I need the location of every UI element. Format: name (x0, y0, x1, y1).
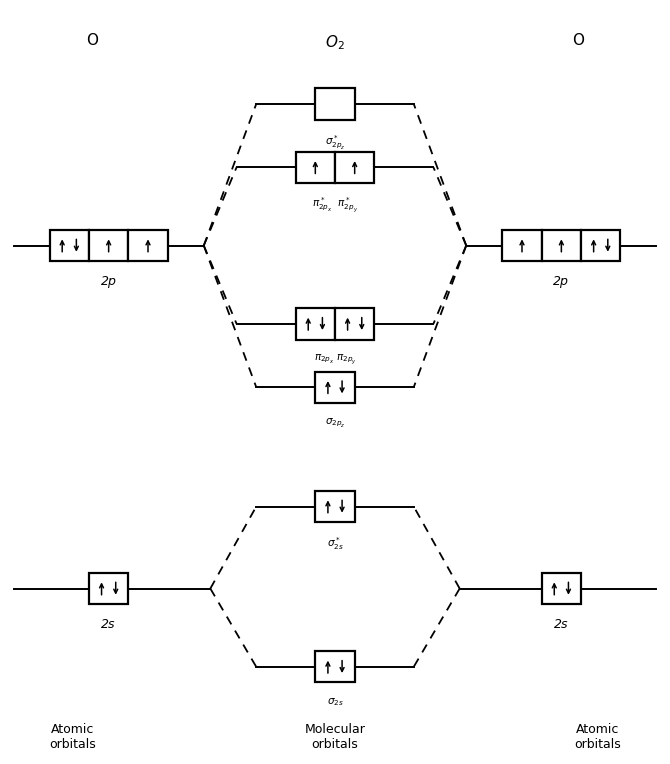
Bar (502, 230, 541, 261)
Text: $O_2$: $O_2$ (325, 33, 345, 52)
Bar (335, 308, 375, 339)
Bar (89, 573, 129, 604)
Bar (316, 651, 354, 682)
Bar (335, 151, 375, 183)
Bar (295, 151, 335, 183)
Bar (541, 230, 581, 261)
Bar (89, 230, 129, 261)
Text: 2s: 2s (554, 617, 569, 630)
Text: Molecular
orbitals: Molecular orbitals (305, 723, 365, 751)
Text: 2s: 2s (101, 617, 116, 630)
Text: Atomic
orbitals: Atomic orbitals (574, 723, 621, 751)
Text: $\sigma^*_{2p_z}$: $\sigma^*_{2p_z}$ (325, 133, 345, 151)
Text: O: O (86, 33, 98, 48)
Bar (316, 88, 354, 119)
Text: $\sigma^*_{2s}$: $\sigma^*_{2s}$ (326, 536, 344, 552)
Bar (129, 230, 168, 261)
Bar (541, 573, 581, 604)
Bar (50, 230, 89, 261)
Text: 2p: 2p (100, 274, 117, 287)
Text: O: O (572, 33, 584, 48)
Text: $\pi^*_{2p_x}$  $\pi^*_{2p_y}$: $\pi^*_{2p_x}$ $\pi^*_{2p_y}$ (312, 196, 358, 215)
Text: $\sigma_{2s}$: $\sigma_{2s}$ (326, 696, 344, 707)
Bar (295, 308, 335, 339)
Bar (316, 371, 354, 403)
Text: $\pi_{2p_x}$ $\pi_{2p_y}$: $\pi_{2p_x}$ $\pi_{2p_y}$ (314, 353, 356, 367)
Text: $\sigma_{2p_z}$: $\sigma_{2p_z}$ (325, 416, 345, 429)
Text: Atomic
orbitals: Atomic orbitals (49, 723, 96, 751)
Bar (316, 490, 354, 522)
Text: 2p: 2p (553, 274, 570, 287)
Bar (581, 230, 620, 261)
